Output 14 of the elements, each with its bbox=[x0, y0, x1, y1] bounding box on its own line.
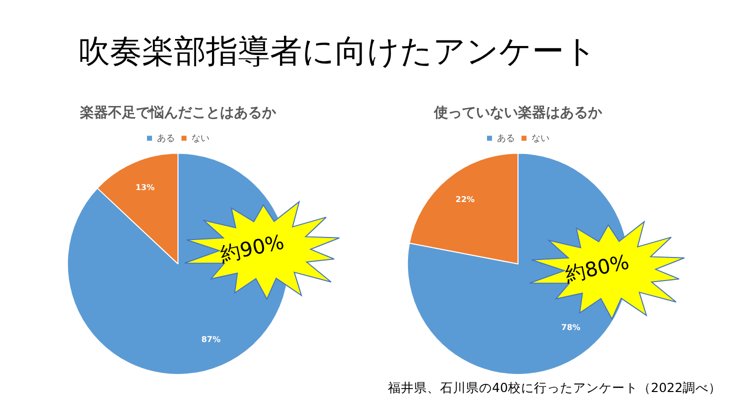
legend-label: ない bbox=[532, 132, 550, 143]
text: 約90% bbox=[218, 228, 287, 268]
data-label: 78% bbox=[561, 322, 580, 332]
text: 約80% bbox=[562, 248, 632, 288]
legend-label: ある bbox=[497, 132, 515, 143]
chart-title: 使っていない楽器はあるか bbox=[433, 105, 603, 122]
legend-label: ない bbox=[192, 132, 210, 143]
text: 吹奏楽部指導者に向けたアンケート bbox=[78, 31, 597, 72]
data-label: 13% bbox=[135, 182, 155, 192]
legend-label: ある bbox=[157, 132, 175, 143]
data-label: 22% bbox=[456, 195, 475, 204]
data-label: 87% bbox=[201, 335, 221, 344]
text: 福井県、石川県の40校に行ったアンケート（2022調べ） bbox=[388, 380, 722, 397]
chart-title: 楽器不足で悩んだことはあるか bbox=[79, 105, 277, 122]
